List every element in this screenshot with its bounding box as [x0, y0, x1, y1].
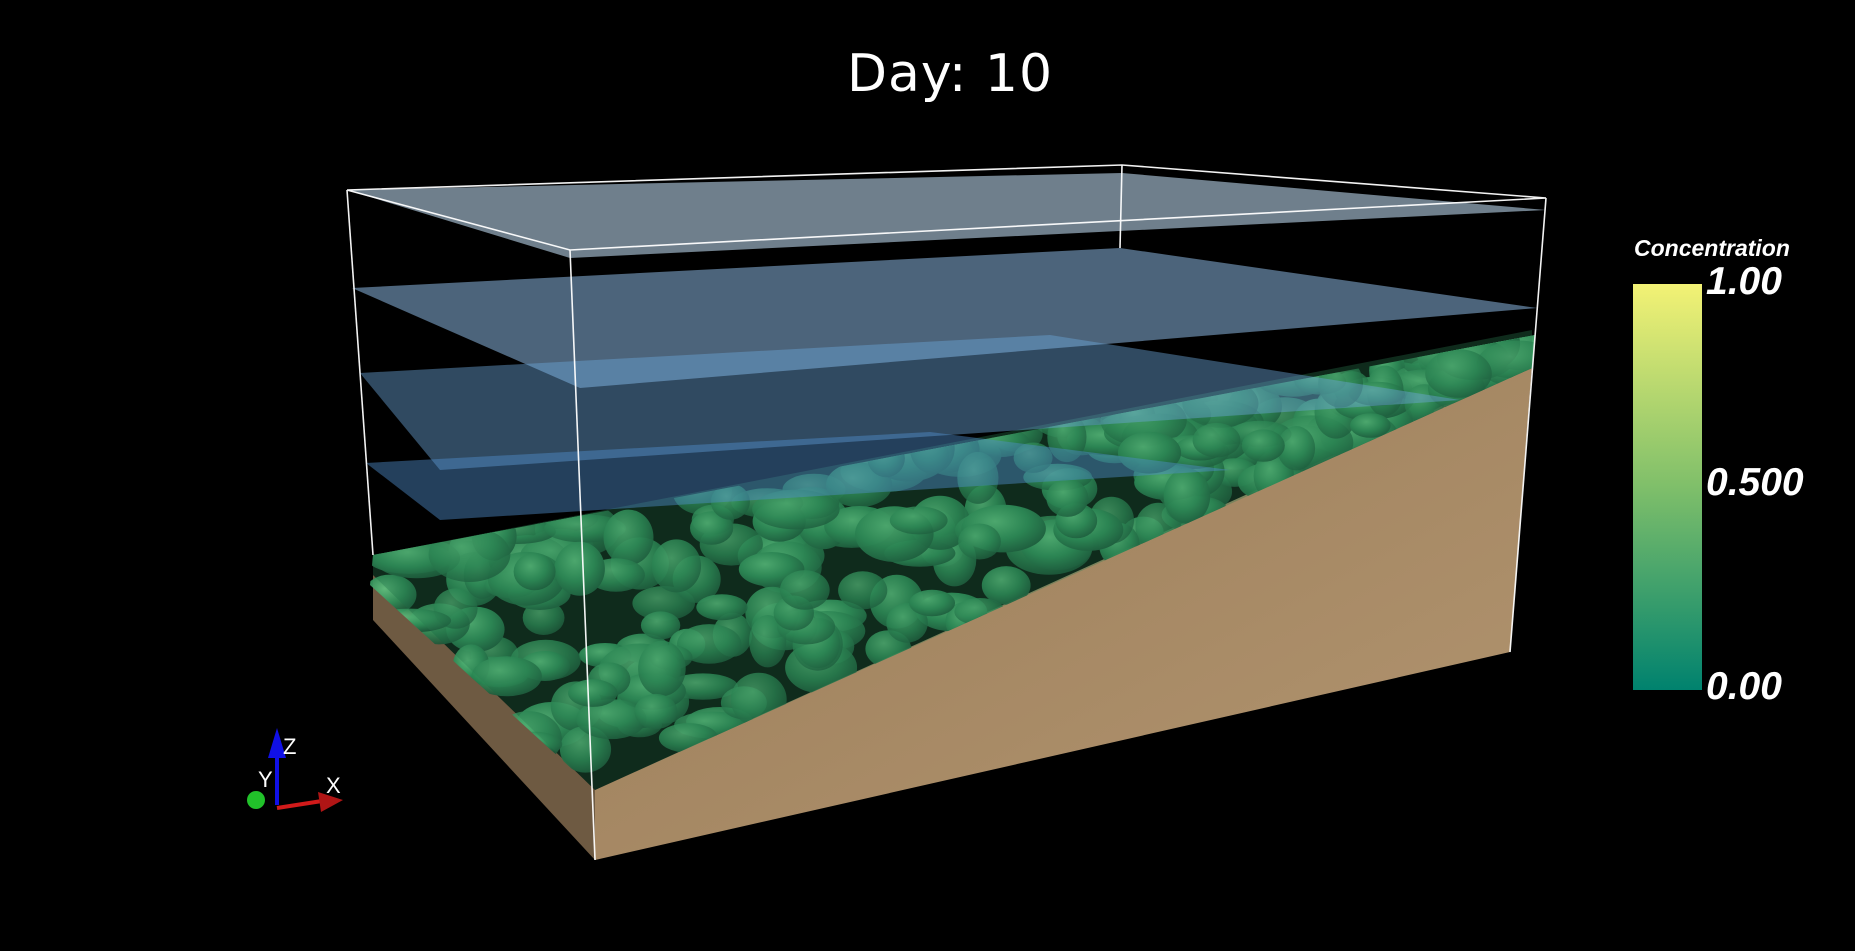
- sediment-front-face: [595, 365, 1532, 860]
- plume-blob: [838, 571, 888, 610]
- plume-blob: [554, 541, 605, 596]
- plume-blob: [377, 689, 437, 732]
- plume-blob: [779, 570, 830, 610]
- plume-blob: [889, 506, 948, 535]
- plume-blob: [638, 640, 686, 697]
- plume-blob: [1277, 426, 1316, 471]
- colorbar-min-label: 0.00: [1706, 665, 1782, 708]
- plume-blob: [981, 566, 1031, 605]
- plume-blob: [1046, 478, 1089, 517]
- plume-blob: [690, 511, 734, 545]
- plume-blob: [513, 552, 556, 591]
- plume-blob: [958, 523, 1001, 560]
- plume-blob: [696, 594, 748, 621]
- plume-blob: [603, 509, 654, 566]
- y-axis-label: Y: [258, 767, 273, 792]
- colorbar-max-label: 1.00: [1706, 260, 1782, 303]
- plume-blob: [413, 755, 474, 790]
- water-top-layer: [347, 173, 1546, 258]
- plume-blob: [1013, 442, 1053, 473]
- plume-blob: [370, 693, 405, 736]
- plume-blob: [651, 539, 702, 593]
- sediment-left-face: [373, 575, 595, 860]
- plume-blob: [396, 774, 458, 790]
- plume-blob: [1192, 422, 1241, 458]
- plume-blob: [370, 634, 402, 686]
- plume-blob: [1163, 468, 1211, 524]
- plume-blob: [1241, 429, 1285, 462]
- plume-blob: [909, 589, 956, 617]
- plume-blob: [752, 489, 840, 530]
- plume-blob: [1350, 413, 1391, 438]
- plume-blob: [710, 483, 750, 520]
- plume-blob: [471, 656, 542, 697]
- x-axis-line: [276, 799, 323, 810]
- y-axis-ball: [247, 791, 265, 809]
- plume-base: [373, 330, 1532, 790]
- plume-blob: [640, 611, 681, 640]
- plume-blob: [370, 654, 415, 693]
- water-layer-2: [360, 335, 1460, 470]
- z-axis-arrow: [268, 728, 286, 758]
- plume-blob: [1476, 340, 1535, 387]
- water-layer-1: [352, 248, 1537, 388]
- colorbar-gradient: [1633, 284, 1702, 690]
- water-layer-3: [366, 432, 1230, 520]
- plume-blob: [957, 451, 999, 504]
- plume-blob: [428, 527, 511, 582]
- day-title: Day: 10: [846, 44, 1054, 104]
- z-axis-label: Z: [283, 734, 297, 759]
- plume-blob: [1348, 381, 1406, 406]
- plume-blob: [370, 701, 437, 753]
- plume-blob: [634, 693, 678, 730]
- plume-blob: [677, 624, 742, 664]
- plume-blob: [749, 615, 787, 668]
- plume-blob: [1425, 349, 1492, 398]
- plume-blob: [568, 679, 618, 707]
- plume-blob: [1117, 431, 1182, 474]
- x-axis-arrow: [318, 792, 343, 812]
- x-axis-label: X: [326, 773, 341, 798]
- bounding-box-frame: [346, 164, 1547, 861]
- plume-blob: [576, 699, 647, 740]
- colorbar-title: Concentration: [1634, 235, 1790, 261]
- orientation-axes-widget: [247, 728, 343, 812]
- colorbar-mid-label: 0.500: [1706, 461, 1804, 504]
